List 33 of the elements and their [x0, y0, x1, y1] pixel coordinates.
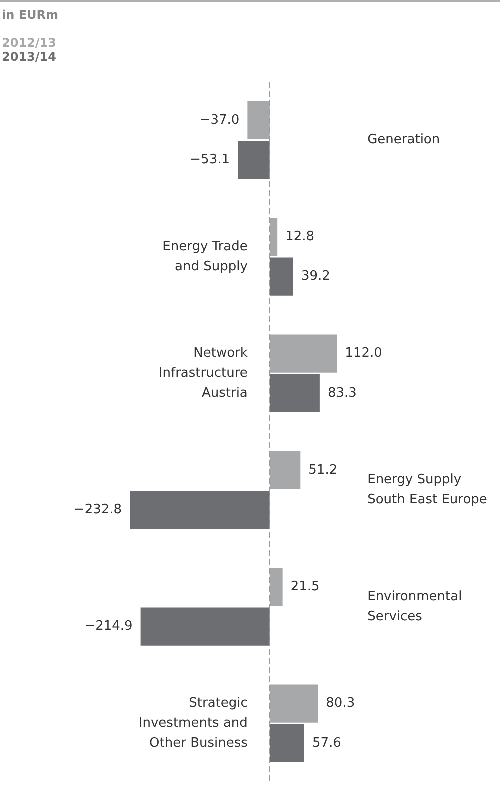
bar — [248, 101, 270, 140]
bar — [270, 218, 278, 256]
bar — [270, 374, 320, 413]
data-label: 83.3 — [328, 386, 357, 401]
data-label: 39.2 — [301, 269, 330, 284]
bar — [270, 334, 338, 373]
data-label: −53.1 — [190, 152, 230, 168]
bar — [270, 724, 305, 763]
bar — [270, 568, 283, 606]
y-tick-label: Environmental Services — [368, 589, 462, 624]
data-label: 12.8 — [286, 230, 315, 245]
data-label: −214.9 — [84, 619, 133, 634]
y-tick-label: Strategic Investments and Other Business — [138, 696, 248, 752]
data-label: −37.0 — [200, 112, 240, 128]
y-tick-label: Generation — [368, 132, 440, 148]
data-label: 57.6 — [312, 736, 342, 751]
data-label: 112.0 — [345, 346, 382, 362]
bar — [140, 608, 270, 646]
data-label: −232.8 — [74, 502, 122, 518]
bar — [270, 684, 318, 723]
bar — [238, 141, 270, 180]
data-label: 51.2 — [308, 462, 338, 478]
bar — [270, 258, 294, 296]
data-label: 80.3 — [326, 696, 356, 712]
bar — [270, 451, 301, 490]
data-label: 21.5 — [290, 580, 320, 595]
bar — [130, 491, 270, 530]
text: 2013/14 — [2, 50, 56, 64]
y-tick-label: Network Infrastructure Austria — [158, 346, 248, 402]
y-tick-label: Energy Trade and Supply — [162, 239, 248, 274]
text: 2012/13 — [2, 36, 56, 50]
text: in EURm — [2, 8, 59, 22]
y-tick-label: Energy Supply South East Europe — [368, 472, 488, 508]
